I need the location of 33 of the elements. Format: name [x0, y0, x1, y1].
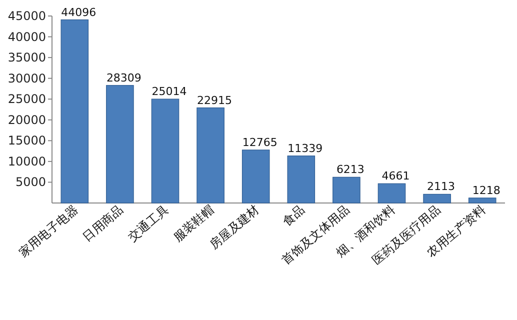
bar	[332, 176, 360, 204]
bar	[196, 107, 224, 204]
data-label: 6213	[336, 163, 364, 176]
y-tick-label: 15000	[8, 134, 46, 148]
data-label: 44096	[61, 6, 96, 19]
bar	[423, 194, 451, 204]
bar	[287, 156, 316, 204]
data-label: 25014	[152, 85, 187, 98]
y-tick-label: 25000	[8, 92, 46, 106]
bar	[151, 98, 180, 204]
bar	[468, 198, 496, 204]
bar	[60, 19, 89, 204]
data-label: 2113	[427, 180, 456, 194]
y-tick-label: 30000	[8, 71, 46, 86]
x-tick-label: 家用电子电器	[16, 202, 81, 260]
data-label: 28309	[106, 71, 142, 84]
x-tick-label: 日用商品	[80, 202, 126, 244]
bar	[242, 150, 270, 204]
y-tick-label: 5000	[15, 175, 46, 190]
bar	[106, 85, 134, 204]
x-tick-label: 食品	[280, 202, 308, 229]
data-label: 11339	[288, 142, 323, 155]
data-label: 1218	[472, 184, 500, 197]
y-tick-label: 20000	[8, 112, 46, 127]
data-label: 12765	[242, 136, 278, 149]
data-label: 22915	[197, 94, 232, 107]
data-label: 4661	[382, 170, 410, 183]
y-tick-label: 40000	[8, 30, 46, 44]
x-tick-label: 交通工具	[125, 202, 172, 244]
y-tick-label: 35000	[8, 50, 46, 65]
bar	[378, 183, 406, 204]
y-tick-label: 10000	[8, 154, 46, 168]
y-tick-label: 45000	[8, 9, 46, 23]
